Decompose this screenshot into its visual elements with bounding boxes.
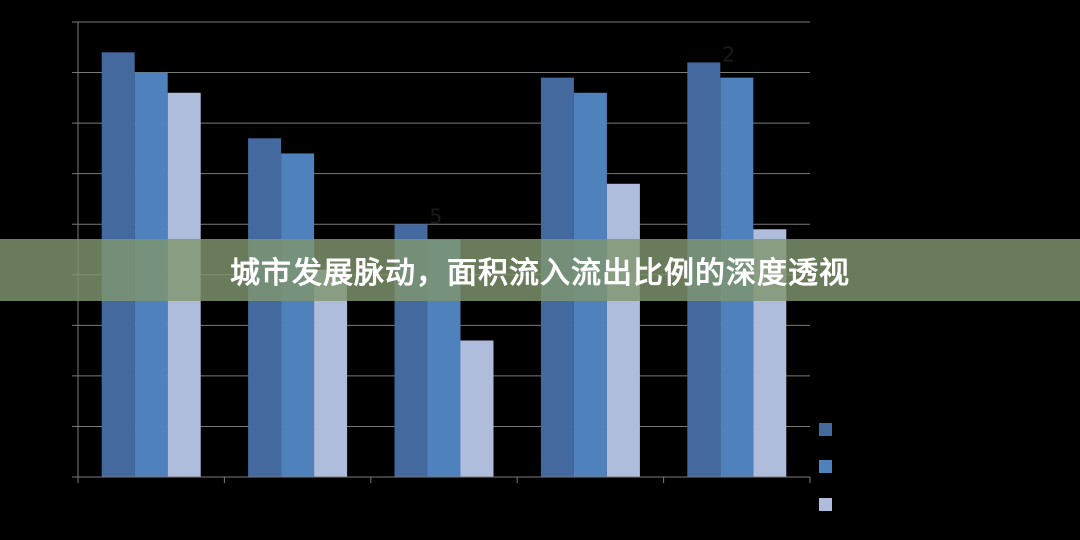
data-label: 5 [430,204,443,228]
legend-swatch [819,460,832,473]
legend-swatch [819,423,832,436]
legend [819,423,832,511]
data-labels: 52 [430,43,736,229]
bar [248,138,282,477]
bar [314,269,348,477]
data-label: 2 [722,43,735,67]
page-title: 城市发展脉动，面积流入流出比例的深度透视 [230,256,850,291]
legend-swatch [819,498,832,511]
bar [281,153,315,477]
bar [606,183,640,477]
bar [460,340,494,477]
title-banner: 城市发展脉动，面积流入流出比例的深度透视 [0,239,1080,301]
